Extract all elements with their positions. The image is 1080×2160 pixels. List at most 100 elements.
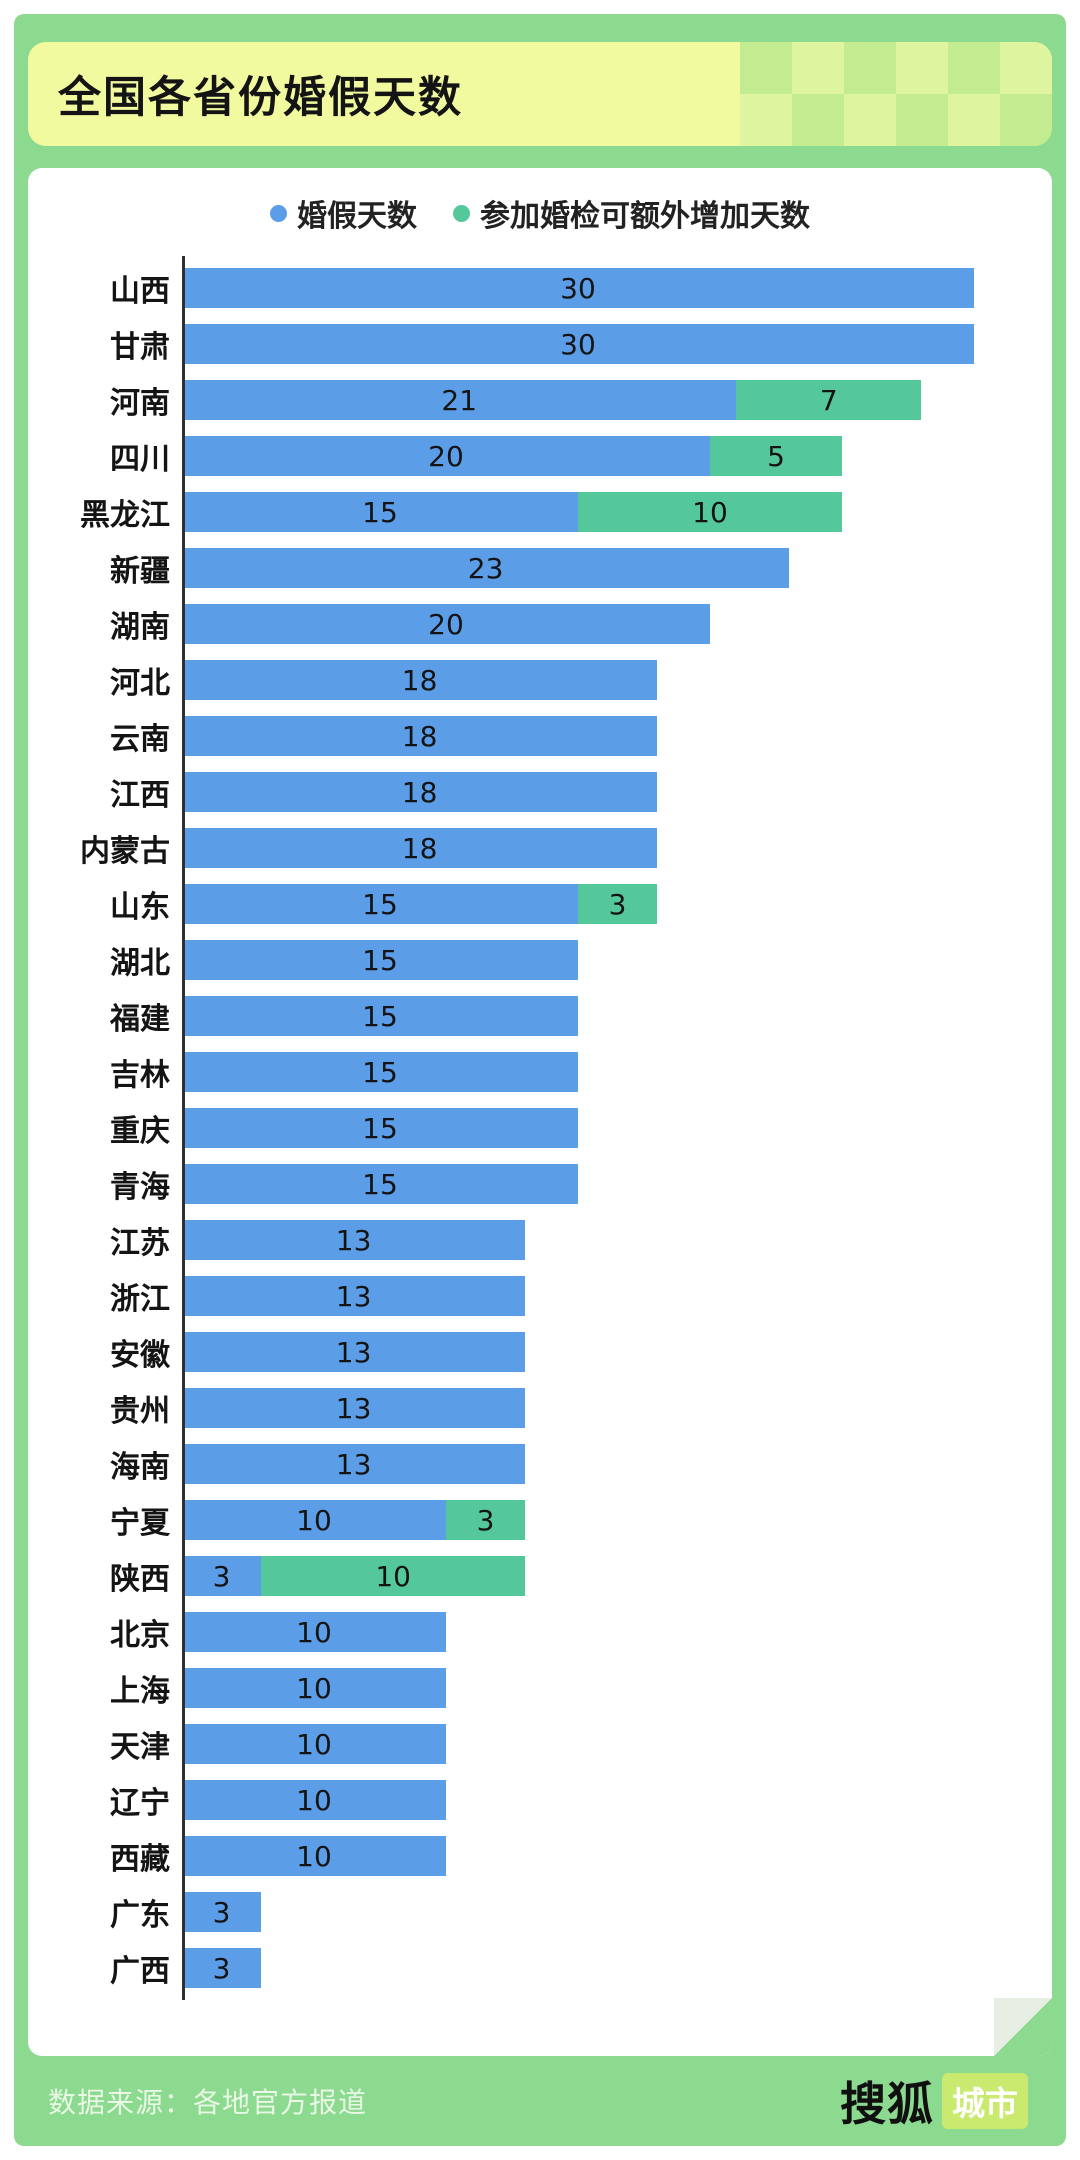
bar-track: 13 (182, 1388, 974, 1428)
chart-row: 河北 18 (64, 652, 974, 708)
chart-row: 山东 15 3 (64, 876, 974, 932)
page-title: 全国各省份婚假天数 (58, 73, 463, 123)
bar-track: 10 (182, 1836, 974, 1876)
bar-label: 江苏 (110, 1226, 170, 1261)
chart-row: 江西 18 (64, 764, 974, 820)
bar-base-segment: 15 (182, 1052, 578, 1092)
chart-card: 婚假天数 参加婚检可额外增加天数 山西 30 甘肃 30 河南 21 7 (28, 168, 1052, 2056)
legend-item-base: 婚假天数 (270, 191, 417, 235)
bar-track: 3 (182, 1892, 974, 1932)
chart-row: 辽宁 10 (64, 1772, 974, 1828)
chart-row: 青海 15 (64, 1156, 974, 1212)
bar-base-segment: 15 (182, 1108, 578, 1148)
bar-track: 3 10 (182, 1556, 974, 1596)
bar-label: 西藏 (110, 1842, 170, 1877)
bar-label: 贵州 (110, 1394, 170, 1429)
bar-base-segment: 13 (182, 1332, 526, 1372)
chart-row: 陕西 3 10 (64, 1548, 974, 1604)
bar-base-segment: 3 (182, 1556, 262, 1596)
bar-track: 13 (182, 1276, 974, 1316)
bar-track: 15 10 (182, 492, 974, 532)
bar-track: 30 (182, 268, 974, 308)
bar-base-segment: 18 (182, 772, 658, 812)
bar-label: 内蒙古 (80, 834, 170, 869)
bar-extra-segment: 3 (578, 884, 658, 924)
bar-extra-segment: 7 (736, 380, 922, 420)
bar-base-segment: 10 (182, 1780, 446, 1820)
bar-label: 北京 (110, 1618, 170, 1653)
bar-label: 海南 (110, 1450, 170, 1485)
footer: 数据来源：各地官方报道 搜狐 城市 (14, 2056, 1066, 2146)
bar-base-segment: 20 (182, 604, 710, 644)
bar-track: 21 7 (182, 380, 974, 420)
chart-row: 福建 15 (64, 988, 974, 1044)
bar-base-segment: 15 (182, 940, 578, 980)
chart-row: 贵州 13 (64, 1380, 974, 1436)
chart-row: 重庆 15 (64, 1100, 974, 1156)
bar-base-segment: 10 (182, 1612, 446, 1652)
bar-label: 辽宁 (110, 1786, 170, 1821)
chart-row: 广东 3 (64, 1884, 974, 1940)
bar-label: 浙江 (110, 1282, 170, 1317)
bar-label: 安徽 (110, 1338, 170, 1373)
bar-base-segment: 10 (182, 1836, 446, 1876)
bar-base-segment: 10 (182, 1668, 446, 1708)
bar-track: 15 (182, 940, 974, 980)
bar-label: 吉林 (110, 1058, 170, 1093)
chart-axis (182, 256, 185, 2000)
chart-legend: 婚假天数 参加婚检可额外增加天数 (64, 192, 1016, 234)
bar-label: 青海 (110, 1170, 170, 1205)
chart-row: 广西 3 (64, 1940, 974, 1996)
chart-row: 安徽 13 (64, 1324, 974, 1380)
bar-label: 上海 (110, 1674, 170, 1709)
bar-label: 河南 (110, 386, 170, 421)
chart-row: 湖北 15 (64, 932, 974, 988)
bar-label: 河北 (110, 666, 170, 701)
bar-label: 甘肃 (110, 330, 170, 365)
legend-item-extra: 参加婚检可额外增加天数 (453, 191, 810, 235)
bar-base-segment: 30 (182, 268, 974, 308)
bar-track: 18 (182, 828, 974, 868)
chart-row: 河南 21 7 (64, 372, 974, 428)
bar-track: 15 (182, 1164, 974, 1204)
bar-track: 13 (182, 1444, 974, 1484)
bar-label: 山东 (110, 890, 170, 925)
bar-label: 新疆 (110, 554, 170, 589)
bar-track: 15 (182, 1052, 974, 1092)
bar-track: 20 (182, 604, 974, 644)
poster-background: 全国各省份婚假天数 婚假天数 参加婚检可额外增加天数 山西 30 甘肃 30 (14, 14, 1066, 2146)
bar-track: 15 3 (182, 884, 974, 924)
bar-label: 广东 (110, 1898, 170, 1933)
bar-base-segment: 15 (182, 1164, 578, 1204)
fold-cut (994, 1998, 1052, 2056)
bar-extra-segment: 3 (445, 1500, 526, 1540)
legend-dot (270, 204, 287, 222)
bar-label: 宁夏 (110, 1506, 170, 1541)
bar-label: 福建 (110, 1002, 170, 1037)
bar-label: 黑龙江 (80, 498, 170, 533)
bar-track: 15 (182, 1108, 974, 1148)
bar-track: 10 (182, 1724, 974, 1764)
legend-label: 参加婚检可额外增加天数 (480, 199, 810, 234)
bar-track: 18 (182, 660, 974, 700)
chart-row: 北京 10 (64, 1604, 974, 1660)
bar-track: 3 (182, 1948, 974, 1988)
bar-base-segment: 15 (182, 996, 578, 1036)
chart-row: 宁夏 10 3 (64, 1492, 974, 1548)
chart-row: 山西 30 (64, 260, 974, 316)
chart-row: 西藏 10 (64, 1828, 974, 1884)
bar-extra-segment: 10 (261, 1556, 526, 1596)
bar-base-segment: 10 (182, 1724, 446, 1764)
checkerboard-decoration (740, 42, 1052, 146)
bar-track: 10 (182, 1612, 974, 1652)
folded-corner-decoration (994, 1998, 1052, 2056)
bar-label: 天津 (110, 1730, 170, 1765)
bar-track: 23 (182, 548, 974, 588)
chart-row: 海南 13 (64, 1436, 974, 1492)
bar-track: 18 (182, 716, 974, 756)
bar-track: 30 (182, 324, 974, 364)
bar-label: 四川 (110, 442, 170, 477)
chart-row: 黑龙江 15 10 (64, 484, 974, 540)
bar-base-segment: 13 (182, 1388, 526, 1428)
bar-base-segment: 23 (182, 548, 790, 588)
